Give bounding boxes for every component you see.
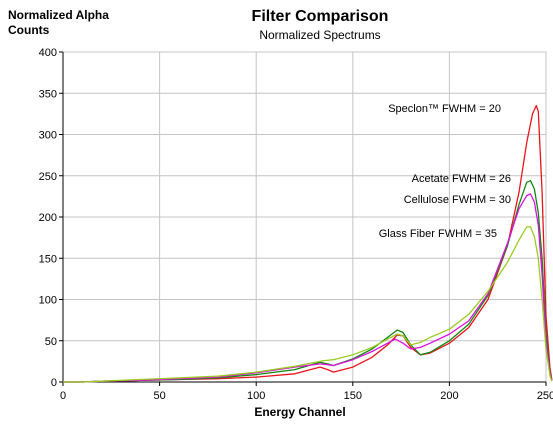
y-tick-label: 350 [39, 88, 57, 100]
x-tick-label: 50 [153, 390, 165, 402]
y-tick-label: 150 [39, 253, 57, 265]
gridlines [62, 51, 547, 383]
series-line-1 [63, 104, 553, 383]
series-annotations: Speclon™ FWHM = 20 Acetate FWHM = 26 Cellu… [379, 103, 511, 240]
y-tick-label: 200 [39, 212, 57, 224]
x-tick-label: 0 [60, 390, 66, 402]
chart-subtitle: Normalized Spectrums [259, 28, 381, 42]
x-tick-label: 150 [344, 390, 362, 402]
y-tick-label: 0 [51, 377, 57, 389]
y-tick-label: 100 [39, 295, 57, 307]
series-annotation-2: Acetate FWHM = 26 [412, 173, 511, 185]
y-axis-label: Normalized Alpha Counts [8, 8, 109, 37]
series-line-4 [63, 226, 553, 383]
y-tick-label: 400 [39, 47, 57, 59]
series-annotation-1: Speclon™ FWHM = 20 [388, 103, 501, 115]
series-lines [63, 104, 553, 383]
x-axis-label: Energy Channel [254, 405, 346, 419]
x-tick-label: 250 [537, 390, 553, 402]
chart-title: Filter Comparison [251, 8, 389, 25]
series-line-2 [63, 180, 553, 383]
y-tick-label: 300 [39, 130, 57, 142]
x-tick-label: 100 [247, 390, 265, 402]
y-tick-label: 250 [39, 171, 57, 183]
series-annotation-3: Cellulose FWHM = 30 [404, 194, 511, 206]
series-line-3 [63, 193, 553, 383]
axes: 0 50 100 150 200 250 300 350 400 0 50 100 150 200 250 [39, 47, 553, 402]
series-annotation-4: Glass Fiber FWHM = 35 [379, 228, 497, 240]
y-tick-label: 50 [45, 336, 57, 348]
x-tick-label: 200 [440, 390, 458, 402]
